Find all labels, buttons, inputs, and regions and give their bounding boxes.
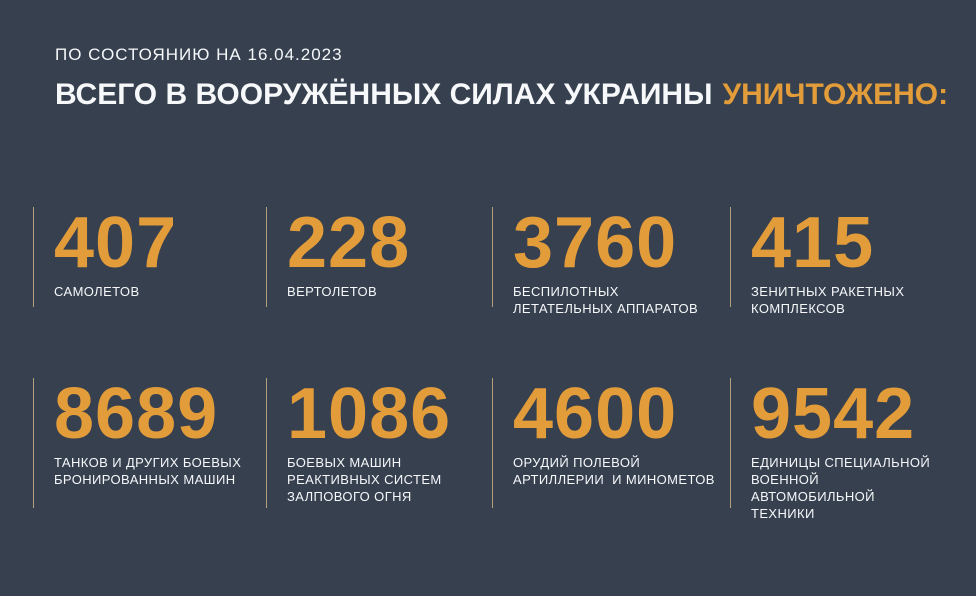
page-title: ВСЕГО В ВООРУЖЁННЫХ СИЛАХ УКРАИНЫ УНИЧТОЖ…	[55, 76, 948, 114]
stats-row-top: 407 САМОЛЕТОВ 228 ВЕРТОЛЕТОВ 3760 БЕСПИЛ…	[33, 207, 945, 325]
stat-value-helicopters: 228	[287, 203, 411, 283]
title-text: ВСЕГО В ВООРУЖЁННЫХ СИЛАХ УКРАИНЫ	[55, 78, 713, 111]
stat-value-tanks: 8689	[54, 374, 219, 454]
stat-card-tanks: 8689 ТАНКОВ И ДРУГИХ БОЕВЫХ БРОНИРОВАННЫ…	[33, 378, 266, 508]
stat-label-uav: БЕСПИЛОТНЫХ ЛЕТАТЕЛЬНЫХ АППАРАТОВ	[513, 284, 699, 316]
stat-card-sam-systems: 415 ЗЕНИТНЫХ РАКЕТНЫХ КОМПЛЕКСОВ	[730, 207, 945, 325]
date-line: ПО СОСТОЯНИЮ НА 16.04.2023	[55, 45, 343, 64]
stat-card-military-vehicles: 9542 ЕДИНИЦЫ СПЕЦИАЛЬНОЙ ВОЕННОЙ АВТОМОБ…	[730, 374, 945, 521]
stat-label-tanks: ТАНКОВ И ДРУГИХ БОЕВЫХ БРОНИРОВАННЫХ МАШ…	[54, 455, 242, 487]
stat-value-aircraft: 407	[54, 203, 178, 283]
stat-card-aircraft: 407 САМОЛЕТОВ	[33, 207, 266, 325]
stat-value-military-vehicles: 9542	[751, 374, 916, 454]
title-accent-text: УНИЧТОЖЕНО:	[722, 78, 949, 111]
stat-value-uav: 3760	[513, 203, 678, 283]
stat-label-military-vehicles: ЕДИНИЦЫ СПЕЦИАЛЬНОЙ ВОЕННОЙ АВТОМОБИЛЬНО…	[751, 455, 931, 521]
stat-label-artillery: ОРУДИЙ ПОЛЕВОЙ АРТИЛЛЕРИИ И МИНОМЕТОВ	[513, 455, 715, 487]
stat-card-uav: 3760 БЕСПИЛОТНЫХ ЛЕТАТЕЛЬНЫХ АППАРАТОВ	[492, 207, 730, 325]
stat-value-sam-systems: 415	[751, 203, 875, 283]
stat-label-mlrs: БОЕВЫХ МАШИН РЕАКТИВНЫХ СИСТЕМ ЗАЛПОВОГО…	[287, 455, 442, 504]
stat-value-artillery: 4600	[513, 374, 678, 454]
stat-label-aircraft: САМОЛЕТОВ	[54, 284, 140, 299]
stat-card-mlrs: 1086 БОЕВЫХ МАШИН РЕАКТИВНЫХ СИСТЕМ ЗАЛП…	[266, 378, 492, 508]
stat-value-mlrs: 1086	[287, 374, 452, 454]
stat-card-artillery: 4600 ОРУДИЙ ПОЛЕВОЙ АРТИЛЛЕРИИ И МИНОМЕТ…	[492, 378, 730, 508]
stat-card-helicopters: 228 ВЕРТОЛЕТОВ	[266, 207, 492, 325]
stat-label-sam-systems: ЗЕНИТНЫХ РАКЕТНЫХ КОМПЛЕКСОВ	[751, 284, 905, 316]
stat-label-helicopters: ВЕРТОЛЕТОВ	[287, 284, 378, 299]
stats-row-bottom: 8689 ТАНКОВ И ДРУГИХ БОЕВЫХ БРОНИРОВАННЫ…	[33, 374, 945, 521]
